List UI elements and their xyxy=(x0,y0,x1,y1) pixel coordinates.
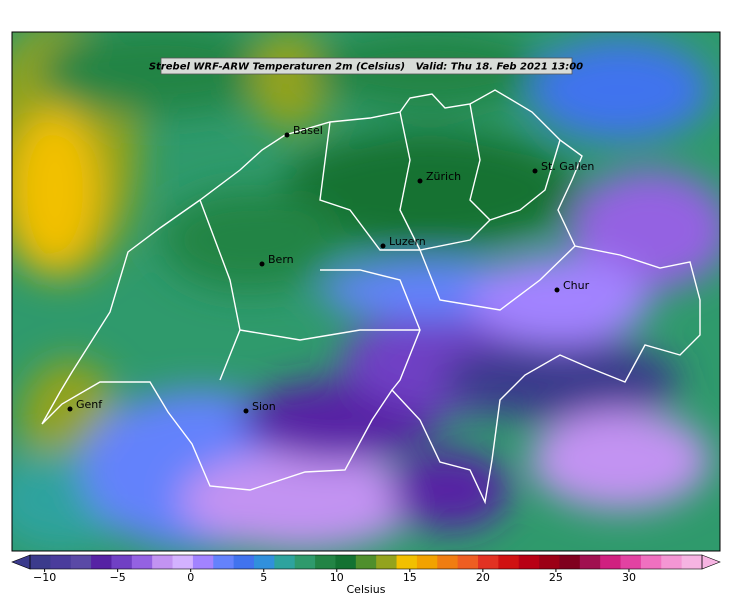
colorbar-segment xyxy=(111,555,133,569)
city-label: Zürich xyxy=(426,170,461,183)
colorbar-tick-label: 15 xyxy=(403,571,417,584)
colorbar-extend-high xyxy=(701,554,721,570)
city-dot xyxy=(259,261,265,267)
title-box xyxy=(160,57,573,75)
colorbar-segment xyxy=(254,555,275,569)
city-dot xyxy=(417,178,423,184)
colorbar-segment xyxy=(478,555,499,569)
colorbar-segment xyxy=(50,555,72,569)
colorbar-segment xyxy=(559,555,581,569)
colorbar-segment xyxy=(192,555,214,569)
colorbar-tick-label: 25 xyxy=(549,571,563,584)
colorbar-segment xyxy=(233,555,255,569)
colorbar-segment xyxy=(640,555,662,569)
colorbar-tick-label: 0 xyxy=(187,571,194,584)
colorbar-segment xyxy=(213,555,235,569)
colorbar-tick-label: 20 xyxy=(476,571,490,584)
city-dot xyxy=(380,243,386,249)
colorbar-segment xyxy=(396,555,418,569)
city-dot xyxy=(243,408,249,414)
colorbar-tick-label: 10 xyxy=(330,571,344,584)
colorbar-frame xyxy=(29,554,703,570)
colorbar-segment xyxy=(681,555,703,569)
city-label: Chur xyxy=(563,279,590,292)
city-label: Luzern xyxy=(389,235,426,248)
colorbar-segment xyxy=(457,555,479,569)
colorbar-extend-low xyxy=(11,554,31,570)
city-dot xyxy=(67,406,73,412)
colorbar-segment xyxy=(152,555,174,569)
colorbar-tick-label: 5 xyxy=(260,571,267,584)
colorbar-segment xyxy=(518,555,540,569)
colorbar-segment xyxy=(600,555,622,569)
colorbar-segment xyxy=(172,555,194,569)
colorbar-segment xyxy=(416,555,438,569)
city-label: Sion xyxy=(252,400,276,413)
colorbar-tick-label: −5 xyxy=(110,571,126,584)
city-dot xyxy=(554,287,560,293)
city-dot xyxy=(532,168,538,174)
colorbar-segment xyxy=(335,555,357,569)
colorbar-label: Celsius xyxy=(347,583,386,596)
colorbar-segment xyxy=(376,555,398,569)
colorbar-segment xyxy=(294,555,316,569)
borders xyxy=(41,89,701,505)
colorbar-segment xyxy=(437,555,459,569)
city-label: Bern xyxy=(268,253,294,266)
city-label: Basel xyxy=(293,124,323,137)
colorbar: −10 −5 0 5 10 15 20 25 30 xyxy=(11,554,721,584)
colorbar-tick-label: 30 xyxy=(622,571,636,584)
city-label: Genf xyxy=(76,398,103,411)
map-frame xyxy=(11,31,721,552)
colorbar-segment xyxy=(315,555,336,569)
colorbar-segment xyxy=(30,555,51,569)
colorbar-segment xyxy=(131,555,153,569)
colorbar-tick-label: −10 xyxy=(33,571,56,584)
map-title: Strebel WRF-ARW Temperaturen 2m (Celsius… xyxy=(149,62,583,73)
city-layer: Basel Zürich St. Gallen Luzern Bern Chur Genf S… xyxy=(67,124,594,414)
temperature-field xyxy=(12,32,720,551)
city-dot xyxy=(284,132,290,138)
colorbar-segment xyxy=(539,555,560,569)
colorbar-segment xyxy=(274,555,296,569)
city-label: St. Gallen xyxy=(541,160,594,173)
colorbar-segment xyxy=(355,555,377,569)
colorbar-segment xyxy=(579,555,601,569)
colorbar-segment xyxy=(498,555,520,569)
colorbar-segment xyxy=(91,555,112,569)
colorbar-segment xyxy=(661,555,683,569)
colorbar-segment xyxy=(620,555,642,569)
colorbar-segment xyxy=(70,555,92,569)
